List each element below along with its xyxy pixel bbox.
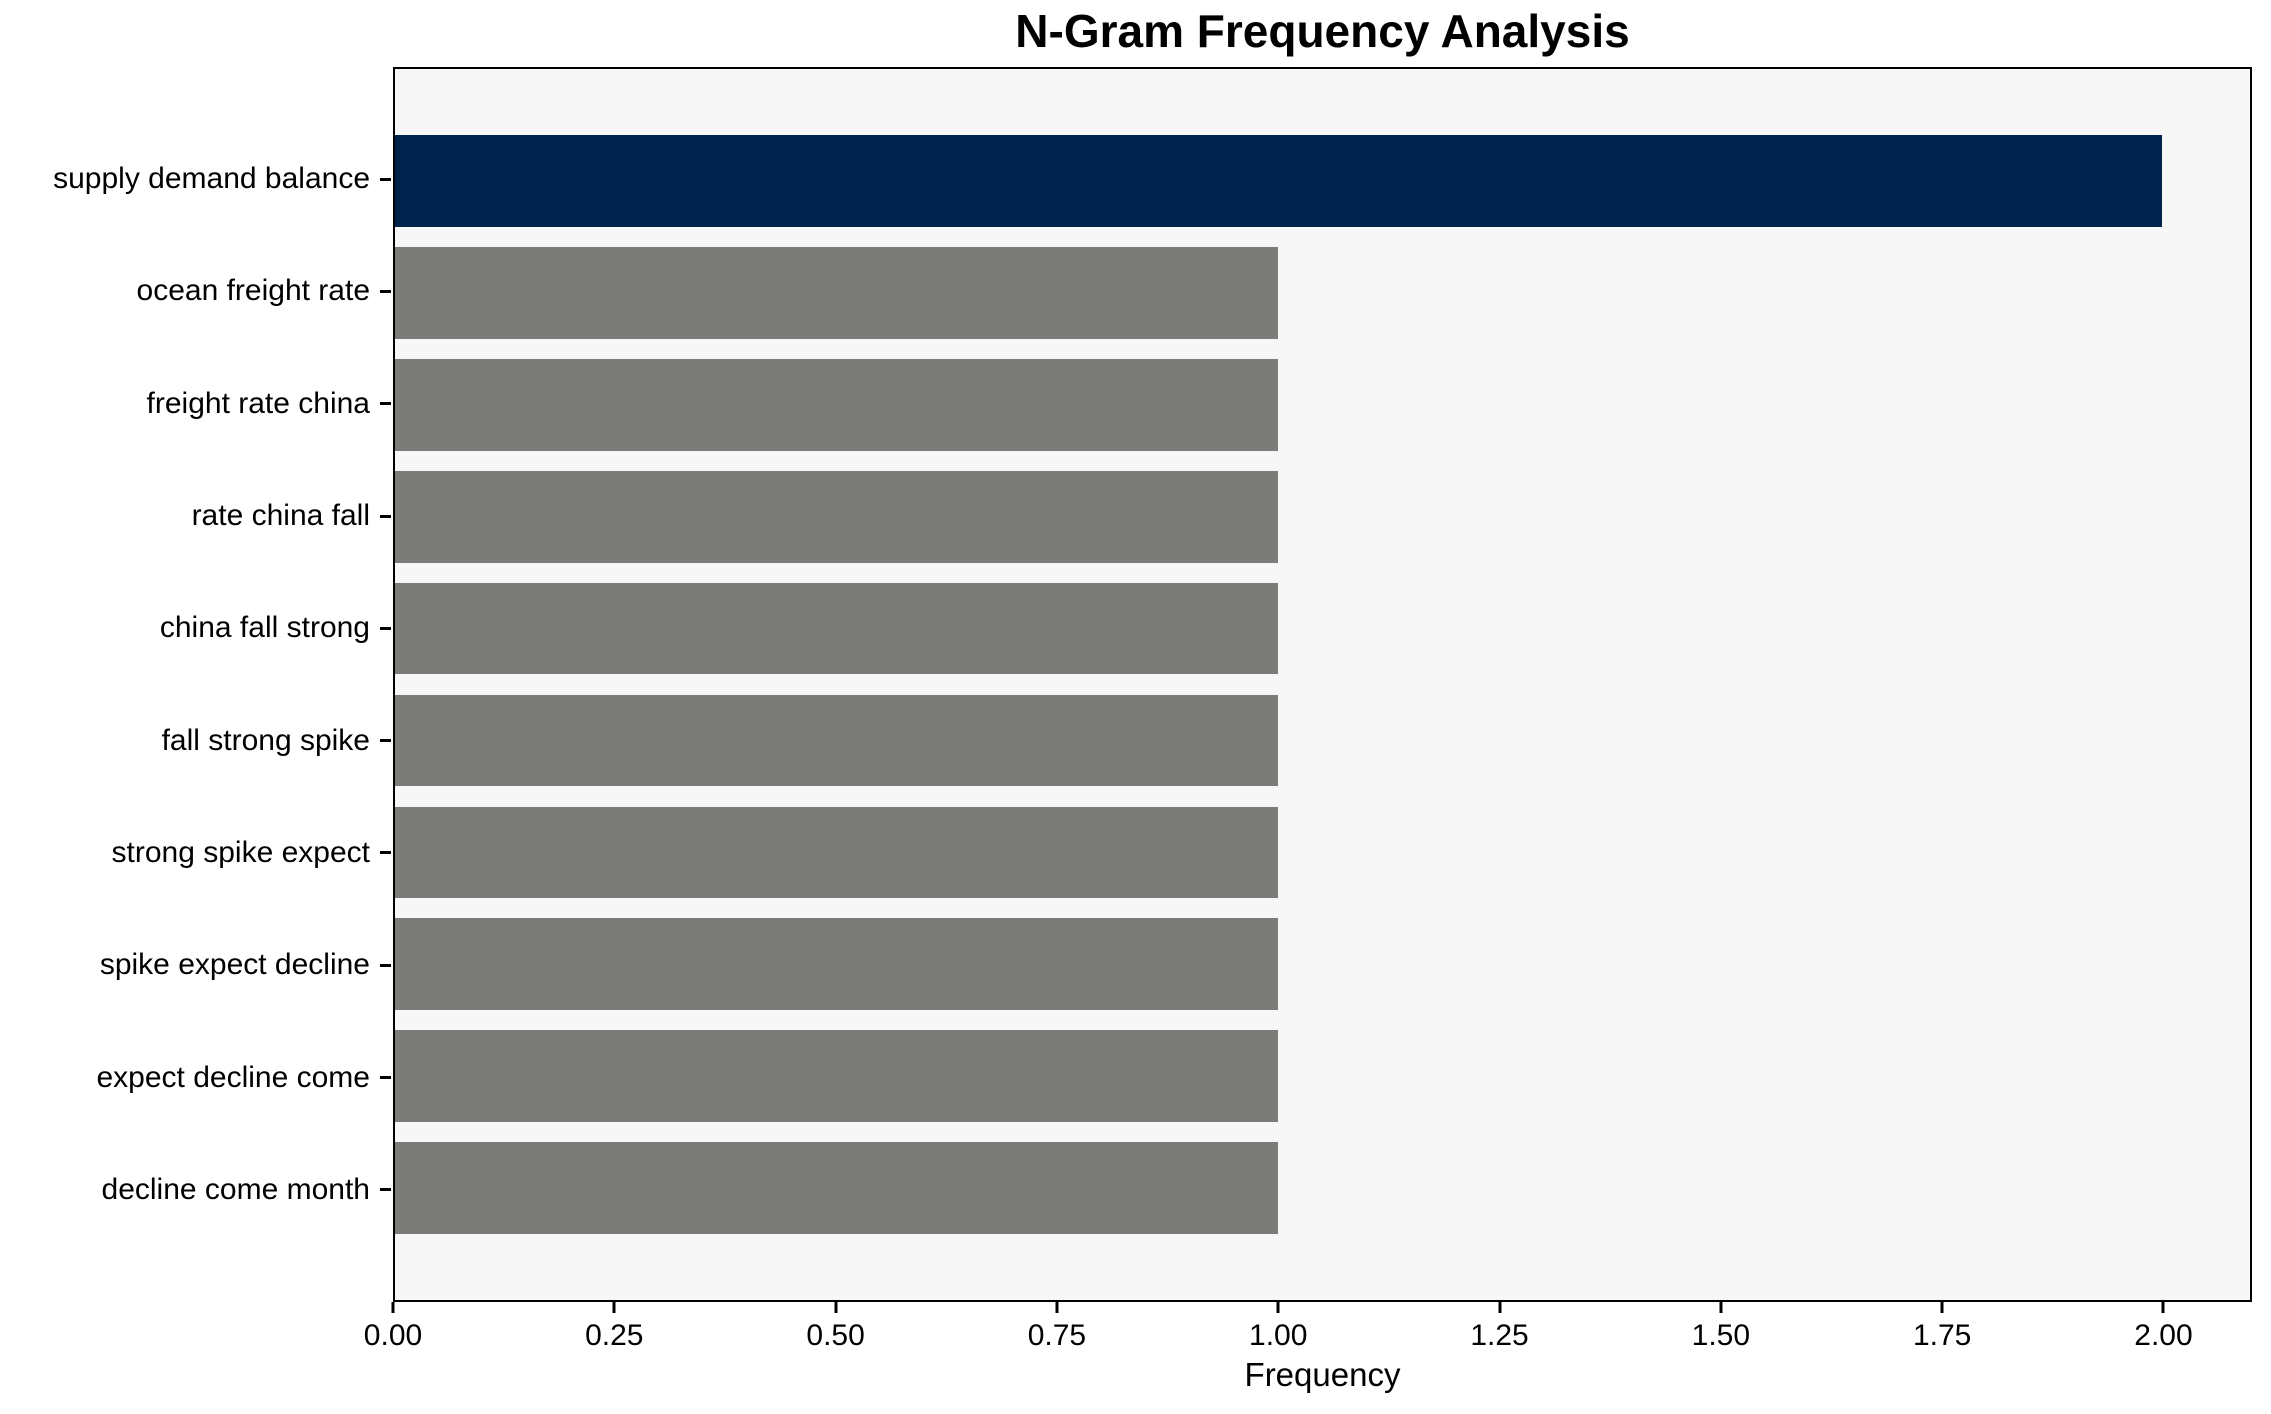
y-tick-label: freight rate china xyxy=(146,386,370,420)
y-label-row: expect decline come xyxy=(0,1021,391,1133)
x-tick-mark xyxy=(1719,1302,1723,1313)
plot-area xyxy=(393,67,2252,1302)
bar-row xyxy=(395,573,2250,685)
y-label-row: freight rate china xyxy=(0,348,391,460)
bar-row xyxy=(395,125,2250,237)
bar-row xyxy=(395,1020,2250,1132)
y-tick-label: rate china fall xyxy=(191,499,370,533)
y-tick-label: strong spike expect xyxy=(111,835,370,869)
x-tick-mark xyxy=(1276,1302,1280,1313)
x-tick-mark xyxy=(612,1302,616,1313)
y-label-row: strong spike expect xyxy=(0,797,391,909)
y-tick-mark xyxy=(380,289,391,293)
bar xyxy=(395,806,1279,899)
x-tick-mark xyxy=(1498,1302,1502,1313)
y-tick-label: expect decline come xyxy=(96,1060,371,1094)
y-tick-mark xyxy=(380,1076,391,1080)
x-tick-mark xyxy=(1940,1302,1944,1313)
bar-row xyxy=(395,461,2250,573)
y-tick-label: supply demand balance xyxy=(53,162,370,196)
y-tick-label: fall strong spike xyxy=(161,723,370,757)
chart-title: N-Gram Frequency Analysis xyxy=(1015,5,1630,57)
y-tick-label: decline come month xyxy=(101,1172,370,1206)
y-tick-mark xyxy=(380,177,391,181)
y-tick-mark xyxy=(380,626,391,630)
x-axis-title: Frequency xyxy=(1244,1356,1401,1393)
y-tick-label: china fall strong xyxy=(159,611,370,645)
y-axis-labels: supply demand balance ocean freight rate f… xyxy=(0,67,391,1302)
x-tick-label: 0.75 xyxy=(1027,1319,1087,1352)
bar-row xyxy=(395,685,2250,797)
y-label-row: china fall strong xyxy=(0,572,391,684)
x-tick-mark xyxy=(2161,1302,2165,1313)
y-label-row: ocean freight rate xyxy=(0,235,391,347)
bar-series xyxy=(395,69,2250,1300)
bar xyxy=(395,135,2162,227)
y-label-row: spike expect decline xyxy=(0,909,391,1021)
x-tick-label: 1.25 xyxy=(1470,1319,1529,1352)
y-tick-mark xyxy=(380,402,391,406)
bar xyxy=(395,246,1279,339)
y-tick-mark xyxy=(380,1188,391,1192)
bar-row xyxy=(395,796,2250,908)
y-tick-label: spike expect decline xyxy=(99,948,370,982)
bar xyxy=(395,1142,1279,1234)
bar xyxy=(395,1030,1279,1123)
bar-row xyxy=(395,349,2250,461)
y-tick-mark xyxy=(380,963,391,967)
y-tick-mark xyxy=(380,851,391,855)
bar xyxy=(395,694,1279,787)
bar xyxy=(395,582,1279,675)
x-tick-label: 0.25 xyxy=(585,1319,644,1352)
x-tick-label: 1.75 xyxy=(1912,1319,1972,1352)
y-label-row: fall strong spike xyxy=(0,684,391,796)
y-label-row: rate china fall xyxy=(0,460,391,572)
y-tick-mark xyxy=(380,514,391,518)
y-label-row: decline come month xyxy=(0,1134,391,1246)
y-tick-mark xyxy=(380,739,391,743)
x-tick-label: 0.00 xyxy=(363,1319,423,1352)
bar-row xyxy=(395,1132,2250,1244)
bar xyxy=(395,470,1279,563)
x-axis: 0.00 0.25 0.50 0.75 1.00 1.25 1.50 1.75 2.00 xyxy=(364,1302,2252,1362)
x-tick-mark xyxy=(834,1302,838,1313)
y-tick-label: ocean freight rate xyxy=(136,274,370,308)
x-tick-mark xyxy=(391,1302,395,1313)
bar xyxy=(395,918,1279,1011)
x-tick-label: 2.00 xyxy=(2134,1319,2193,1352)
x-tick-mark xyxy=(1055,1302,1059,1313)
bar xyxy=(395,358,1279,451)
bar-row xyxy=(395,237,2250,349)
y-label-row: supply demand balance xyxy=(0,123,391,235)
bar-row xyxy=(395,908,2250,1020)
x-tick-label: 0.50 xyxy=(806,1319,865,1352)
x-tick-label: 1.00 xyxy=(1249,1319,1308,1352)
x-tick-label: 1.50 xyxy=(1691,1319,1751,1352)
